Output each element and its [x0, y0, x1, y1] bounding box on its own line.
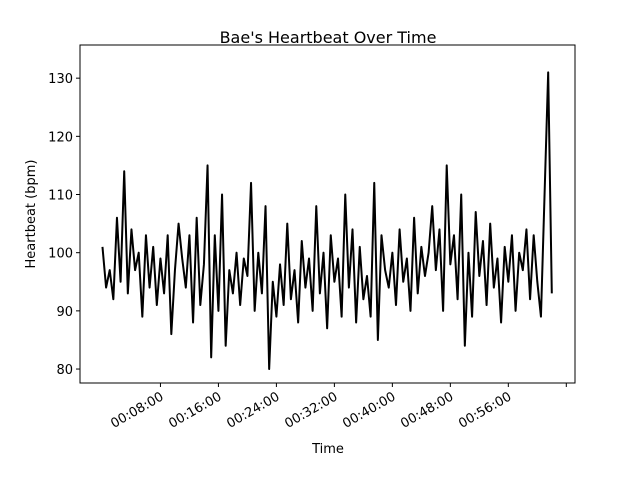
y-tick-label: 120 — [48, 130, 73, 145]
y-tick-label: 130 — [48, 72, 73, 87]
y-tick-label: 100 — [48, 247, 73, 262]
y-tick-label: 80 — [56, 363, 73, 378]
y-tick-label: 110 — [48, 189, 73, 204]
x-axis-label: Time — [311, 442, 344, 457]
y-tick-label: 90 — [56, 305, 73, 320]
line-series — [101, 71, 553, 371]
plot-frame — [79, 44, 576, 384]
chart-title: Bae's Heartbeat Over Time — [220, 28, 437, 47]
y-axis-label: Heartbeat (bpm) — [24, 160, 39, 269]
